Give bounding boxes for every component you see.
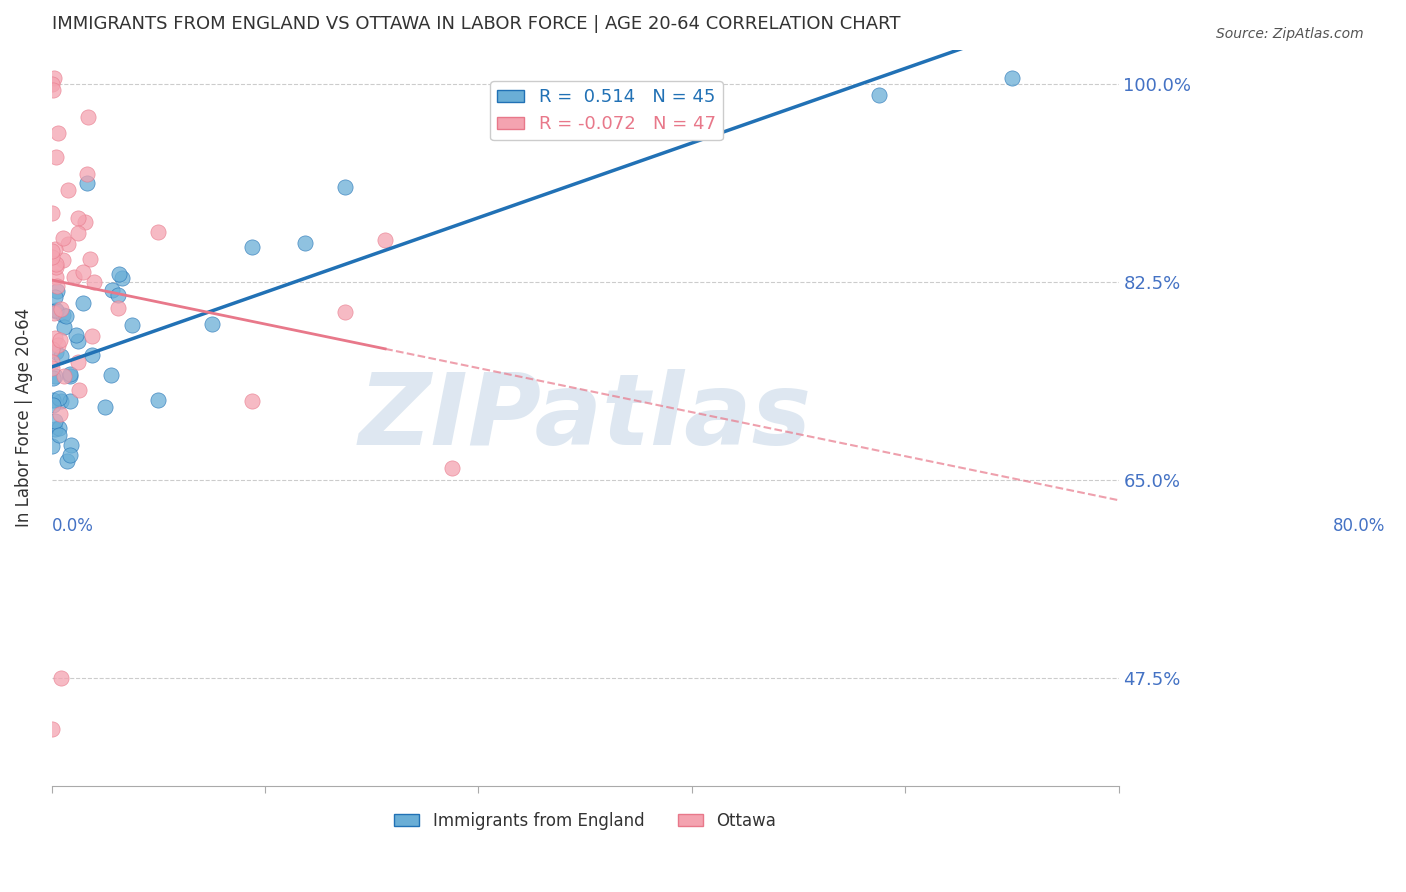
Point: [52, 309, 75, 323]
Point: [76, 177, 98, 191]
Point: [41, 206, 63, 220]
Point: [1001, 71, 1024, 86]
Point: [59, 448, 82, 462]
Point: [201, 318, 224, 332]
Point: [67, 334, 90, 348]
Point: [44, 290, 66, 304]
Point: [45, 150, 67, 164]
Point: [41, 342, 63, 356]
Text: IMMIGRANTS FROM ENGLAND VS OTTAWA IN LABOR FORCE | AGE 20-64 CORRELATION CHART: IMMIGRANTS FROM ENGLAND VS OTTAWA IN LAB…: [52, 15, 900, 33]
Point: [374, 234, 396, 248]
Point: [44, 368, 66, 383]
Point: [108, 267, 131, 281]
Point: [59, 368, 82, 382]
Point: [45, 270, 67, 285]
Point: [45, 303, 67, 318]
Point: [107, 288, 129, 302]
Point: [45, 284, 67, 298]
Point: [240, 393, 263, 408]
Point: [41, 244, 63, 259]
Point: [294, 235, 316, 250]
Point: [41, 438, 63, 452]
Point: [148, 392, 170, 407]
Point: [240, 240, 263, 254]
Point: [80, 348, 103, 362]
Point: [46, 278, 69, 293]
Point: [333, 180, 356, 194]
Point: [66, 211, 89, 225]
Point: [72, 295, 94, 310]
Point: [45, 302, 67, 317]
Point: [59, 438, 82, 452]
Point: [53, 369, 76, 384]
Point: [56, 183, 79, 197]
Point: [49, 302, 72, 317]
Point: [41, 360, 63, 375]
Point: [101, 283, 124, 297]
Point: [42, 82, 65, 96]
Point: [121, 318, 143, 332]
Legend: Immigrants from England, Ottawa: Immigrants from England, Ottawa: [388, 805, 783, 837]
Point: [45, 260, 67, 274]
Point: [79, 252, 101, 267]
Point: [49, 333, 72, 347]
Point: [46, 337, 69, 351]
Point: [55, 454, 77, 468]
Point: [42, 306, 65, 320]
Text: ZIPatlas: ZIPatlas: [359, 369, 811, 467]
Point: [41, 354, 63, 368]
Text: 0.0%: 0.0%: [52, 517, 94, 535]
Point: [52, 231, 75, 245]
Point: [41, 77, 63, 91]
Point: [52, 253, 75, 268]
Text: Source: ZipAtlas.com: Source: ZipAtlas.com: [1216, 27, 1364, 41]
Point: [77, 110, 100, 124]
Point: [76, 168, 98, 182]
Point: [59, 368, 82, 383]
Point: [148, 225, 170, 239]
Point: [111, 271, 134, 285]
Point: [94, 400, 117, 414]
Point: [80, 329, 103, 343]
Point: [55, 309, 77, 323]
Point: [440, 461, 463, 475]
Point: [41, 250, 63, 264]
Point: [49, 671, 72, 685]
Point: [100, 368, 122, 382]
Text: 80.0%: 80.0%: [1333, 517, 1385, 535]
Point: [42, 370, 65, 384]
Point: [73, 215, 96, 229]
Y-axis label: In Labor Force | Age 20-64: In Labor Force | Age 20-64: [15, 309, 32, 527]
Point: [63, 270, 86, 285]
Point: [52, 320, 75, 334]
Point: [56, 237, 79, 252]
Point: [65, 328, 87, 343]
Point: [44, 242, 66, 256]
Point: [72, 265, 94, 279]
Point: [49, 349, 72, 363]
Point: [48, 420, 70, 434]
Point: [333, 305, 356, 319]
Point: [83, 275, 105, 289]
Point: [59, 394, 82, 409]
Point: [49, 394, 72, 409]
Point: [41, 398, 63, 412]
Point: [45, 257, 67, 271]
Point: [46, 126, 69, 140]
Point: [45, 345, 67, 359]
Point: [42, 71, 65, 86]
Point: [107, 301, 129, 315]
Point: [49, 407, 72, 421]
Point: [44, 422, 66, 436]
Point: [67, 355, 90, 369]
Point: [67, 383, 90, 397]
Point: [42, 392, 65, 407]
Point: [44, 414, 66, 428]
Point: [41, 722, 63, 736]
Point: [44, 331, 66, 345]
Point: [48, 428, 70, 442]
Point: [868, 88, 890, 103]
Point: [48, 392, 70, 406]
Point: [67, 226, 90, 240]
